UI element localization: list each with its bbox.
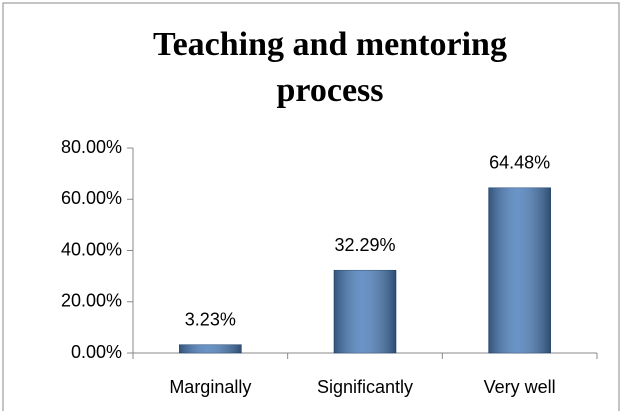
y-tick-label: 80.00% [61,137,122,157]
x-tick-label: Marginally [169,377,251,397]
y-tick-label: 20.00% [61,291,122,311]
bar-shade [488,187,551,353]
bar-shade [334,270,396,353]
x-tick-label: Very well [484,377,556,397]
bar-shade [179,344,242,353]
data-label: 64.48% [489,153,550,173]
chart-title: Teaching and mentoring process [153,26,507,109]
data-label: 32.29% [334,235,395,255]
y-tick-label: 0.00% [71,342,122,362]
y-tick-label: 40.00% [61,239,122,259]
data-label: 3.23% [185,309,236,329]
x-tick-label: Significantly [317,377,413,397]
y-tick-label: 60.00% [61,188,122,208]
